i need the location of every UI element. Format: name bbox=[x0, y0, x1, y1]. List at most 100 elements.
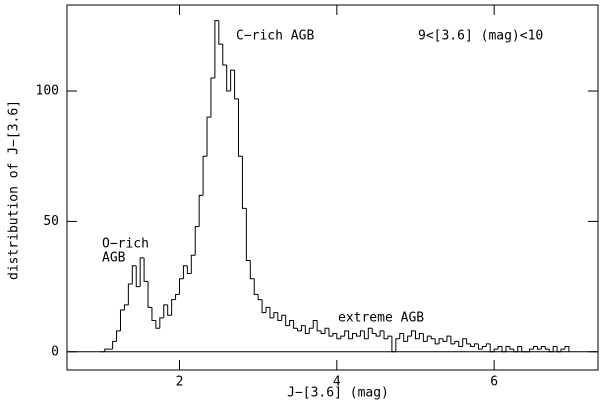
histogram-bin bbox=[521, 346, 526, 353]
histogram-bin bbox=[454, 340, 459, 344]
histogram-bin bbox=[198, 194, 204, 227]
histogram-bin bbox=[359, 330, 365, 337]
histogram-bin bbox=[218, 20, 223, 45]
histogram-bin bbox=[371, 328, 377, 334]
histogram-bin bbox=[355, 333, 361, 337]
histogram-bin bbox=[139, 257, 145, 287]
histogram-bin bbox=[422, 333, 428, 342]
histogram-bin bbox=[438, 338, 444, 344]
histogram-bin bbox=[273, 312, 278, 318]
histogram-bin bbox=[505, 346, 510, 352]
histogram-bin bbox=[332, 333, 337, 337]
histogram-bin bbox=[517, 346, 522, 352]
histogram-bin bbox=[269, 307, 274, 319]
histogram-bin bbox=[135, 265, 141, 288]
histogram-bin bbox=[348, 330, 353, 340]
y-tick-label: 50 bbox=[43, 214, 59, 229]
histogram-bin bbox=[249, 260, 255, 280]
histogram-bin bbox=[344, 330, 349, 337]
histogram-bin bbox=[159, 317, 164, 329]
histogram-bin bbox=[481, 346, 487, 350]
annotation: C−rich AGB bbox=[236, 29, 314, 44]
histogram-bin bbox=[340, 335, 345, 339]
histogram-bin bbox=[458, 341, 463, 348]
histogram-bin bbox=[403, 333, 408, 342]
annotation: O−rich bbox=[102, 237, 149, 252]
histogram-bin bbox=[560, 348, 565, 352]
histogram-bin bbox=[257, 294, 263, 301]
histogram-bin bbox=[296, 328, 302, 332]
histogram-bin bbox=[265, 306, 270, 313]
histogram-bin bbox=[116, 330, 121, 342]
histogram-bin bbox=[434, 338, 440, 345]
histogram-bin bbox=[367, 327, 373, 339]
histogram-bin bbox=[312, 319, 318, 329]
histogram-bin bbox=[473, 343, 479, 347]
histogram-bin bbox=[147, 281, 152, 308]
histogram-bin bbox=[202, 155, 208, 196]
histogram-bin bbox=[383, 330, 388, 340]
histogram-bin bbox=[466, 338, 471, 345]
annotation: 9<[3.6] (mag)<10 bbox=[418, 29, 543, 44]
histogram-bin bbox=[324, 327, 329, 334]
histogram-bin bbox=[540, 346, 546, 350]
histogram-bin bbox=[501, 346, 506, 353]
annotation: extreme AGB bbox=[338, 311, 424, 326]
histogram-bin bbox=[237, 98, 243, 157]
histogram-bin bbox=[277, 312, 282, 321]
histogram-bin bbox=[308, 327, 314, 334]
x-tick-label: 6 bbox=[490, 375, 498, 390]
histogram-bin bbox=[395, 338, 400, 352]
histogram-bin bbox=[418, 333, 424, 339]
histogram-bin bbox=[186, 265, 192, 275]
histogram-bin bbox=[127, 283, 133, 305]
histogram-bin bbox=[320, 330, 326, 334]
histogram-bin bbox=[182, 265, 188, 279]
histogram-bin bbox=[210, 77, 215, 118]
histogram-bin bbox=[178, 278, 184, 295]
histogram-bin bbox=[532, 346, 538, 350]
histogram-bin bbox=[399, 333, 404, 339]
annotation: AGB bbox=[102, 251, 126, 266]
histogram-bin bbox=[281, 314, 286, 321]
histogram-bin bbox=[336, 333, 341, 340]
histogram-bin bbox=[552, 346, 558, 352]
histogram-bin bbox=[226, 64, 231, 92]
histogram-bin bbox=[112, 340, 117, 350]
histogram-bin bbox=[462, 338, 467, 347]
histogram-bin bbox=[253, 278, 259, 295]
histogram-bin bbox=[485, 343, 491, 347]
histogram-bin bbox=[509, 346, 514, 350]
histogram-bin bbox=[513, 349, 518, 353]
histogram-bin bbox=[300, 325, 306, 331]
histogram-bin bbox=[234, 70, 239, 100]
histogram-bin bbox=[450, 336, 455, 345]
histogram-bin bbox=[529, 348, 534, 352]
histogram-bin bbox=[536, 346, 542, 350]
histogram-bin bbox=[285, 315, 290, 327]
y-axis-label: distribution of J−[3.6] bbox=[7, 100, 22, 280]
histogram-bin bbox=[426, 335, 432, 342]
histogram-bin bbox=[104, 348, 109, 352]
y-tick-label: 100 bbox=[36, 84, 59, 99]
histogram-bin bbox=[477, 343, 483, 350]
histogram-bin bbox=[155, 320, 160, 329]
histogram-bin bbox=[407, 335, 412, 342]
histogram-bin bbox=[493, 348, 499, 352]
histogram-bin bbox=[363, 330, 369, 340]
histogram-bin bbox=[175, 293, 180, 300]
histogram-bin bbox=[430, 336, 436, 340]
histogram-bin bbox=[261, 299, 267, 314]
histogram-bin bbox=[352, 333, 357, 339]
histogram-bin bbox=[411, 330, 416, 337]
histogram-bin bbox=[556, 346, 562, 353]
histogram-bin bbox=[245, 208, 251, 261]
histogram-bin bbox=[375, 333, 381, 337]
histogram-bin bbox=[489, 343, 495, 353]
histogram-bin bbox=[163, 304, 168, 318]
histogram-bin bbox=[206, 116, 211, 157]
histogram-bin bbox=[387, 335, 392, 339]
histogram-bin bbox=[190, 254, 196, 274]
histogram-bin bbox=[316, 320, 322, 332]
